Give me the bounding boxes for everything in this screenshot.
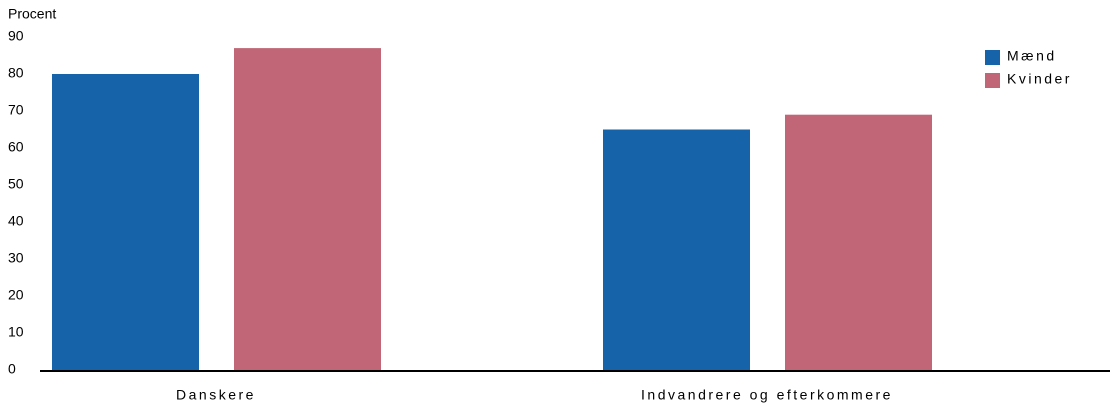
y-tick-label: 60 (8, 139, 24, 155)
x-tick-label: Indvandrere og efterkommere (641, 387, 893, 403)
y-tick-label: 30 (8, 250, 24, 266)
y-tick-label: 20 (8, 287, 24, 303)
y-tick-label: 40 (8, 213, 24, 229)
bar (785, 114, 932, 370)
y-tick-label: 80 (8, 65, 24, 81)
legend-label: Mænd (1007, 48, 1057, 64)
y-tick-label: 50 (8, 176, 24, 192)
y-axis-label: Procent (8, 6, 56, 22)
bar (234, 48, 381, 370)
legend-swatch (985, 50, 1000, 65)
y-tick-label: 10 (8, 324, 24, 340)
legend-swatch (985, 73, 1000, 88)
y-tick-label: 90 (8, 28, 24, 44)
bar (52, 74, 199, 370)
legend-label: Kvinder (1007, 71, 1072, 87)
y-tick-label: 0 (8, 361, 16, 377)
bar (603, 129, 750, 370)
x-tick-label: Danskere (176, 387, 256, 403)
y-tick-label: 70 (8, 102, 24, 118)
